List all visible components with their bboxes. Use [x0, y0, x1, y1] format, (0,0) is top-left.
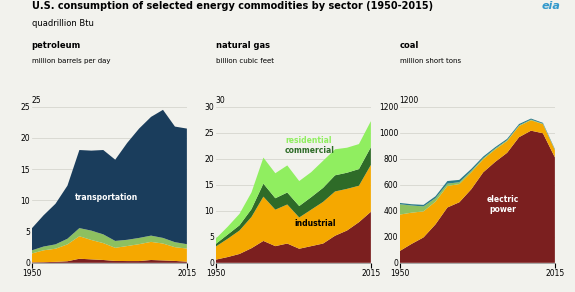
Text: million short tons: million short tons — [400, 58, 461, 65]
Text: 1200: 1200 — [400, 96, 419, 105]
Text: 25: 25 — [32, 96, 41, 105]
Text: petroleum: petroleum — [32, 41, 81, 50]
Text: commercial: commercial — [285, 146, 335, 155]
Text: million barrels per day: million barrels per day — [32, 58, 110, 65]
Text: residential: residential — [285, 136, 331, 145]
Text: eia: eia — [542, 1, 561, 11]
Text: industrial: industrial — [294, 219, 336, 228]
Text: 30: 30 — [216, 96, 225, 105]
Text: transportation: transportation — [75, 193, 138, 202]
Text: natural gas: natural gas — [216, 41, 270, 50]
Text: electric
power: electric power — [486, 194, 519, 214]
Text: U.S. consumption of selected energy commodities by sector (1950-2015): U.S. consumption of selected energy comm… — [32, 1, 433, 11]
Text: billion cubic feet: billion cubic feet — [216, 58, 274, 65]
Text: coal: coal — [400, 41, 419, 50]
Text: quadrillion Btu: quadrillion Btu — [32, 19, 94, 28]
